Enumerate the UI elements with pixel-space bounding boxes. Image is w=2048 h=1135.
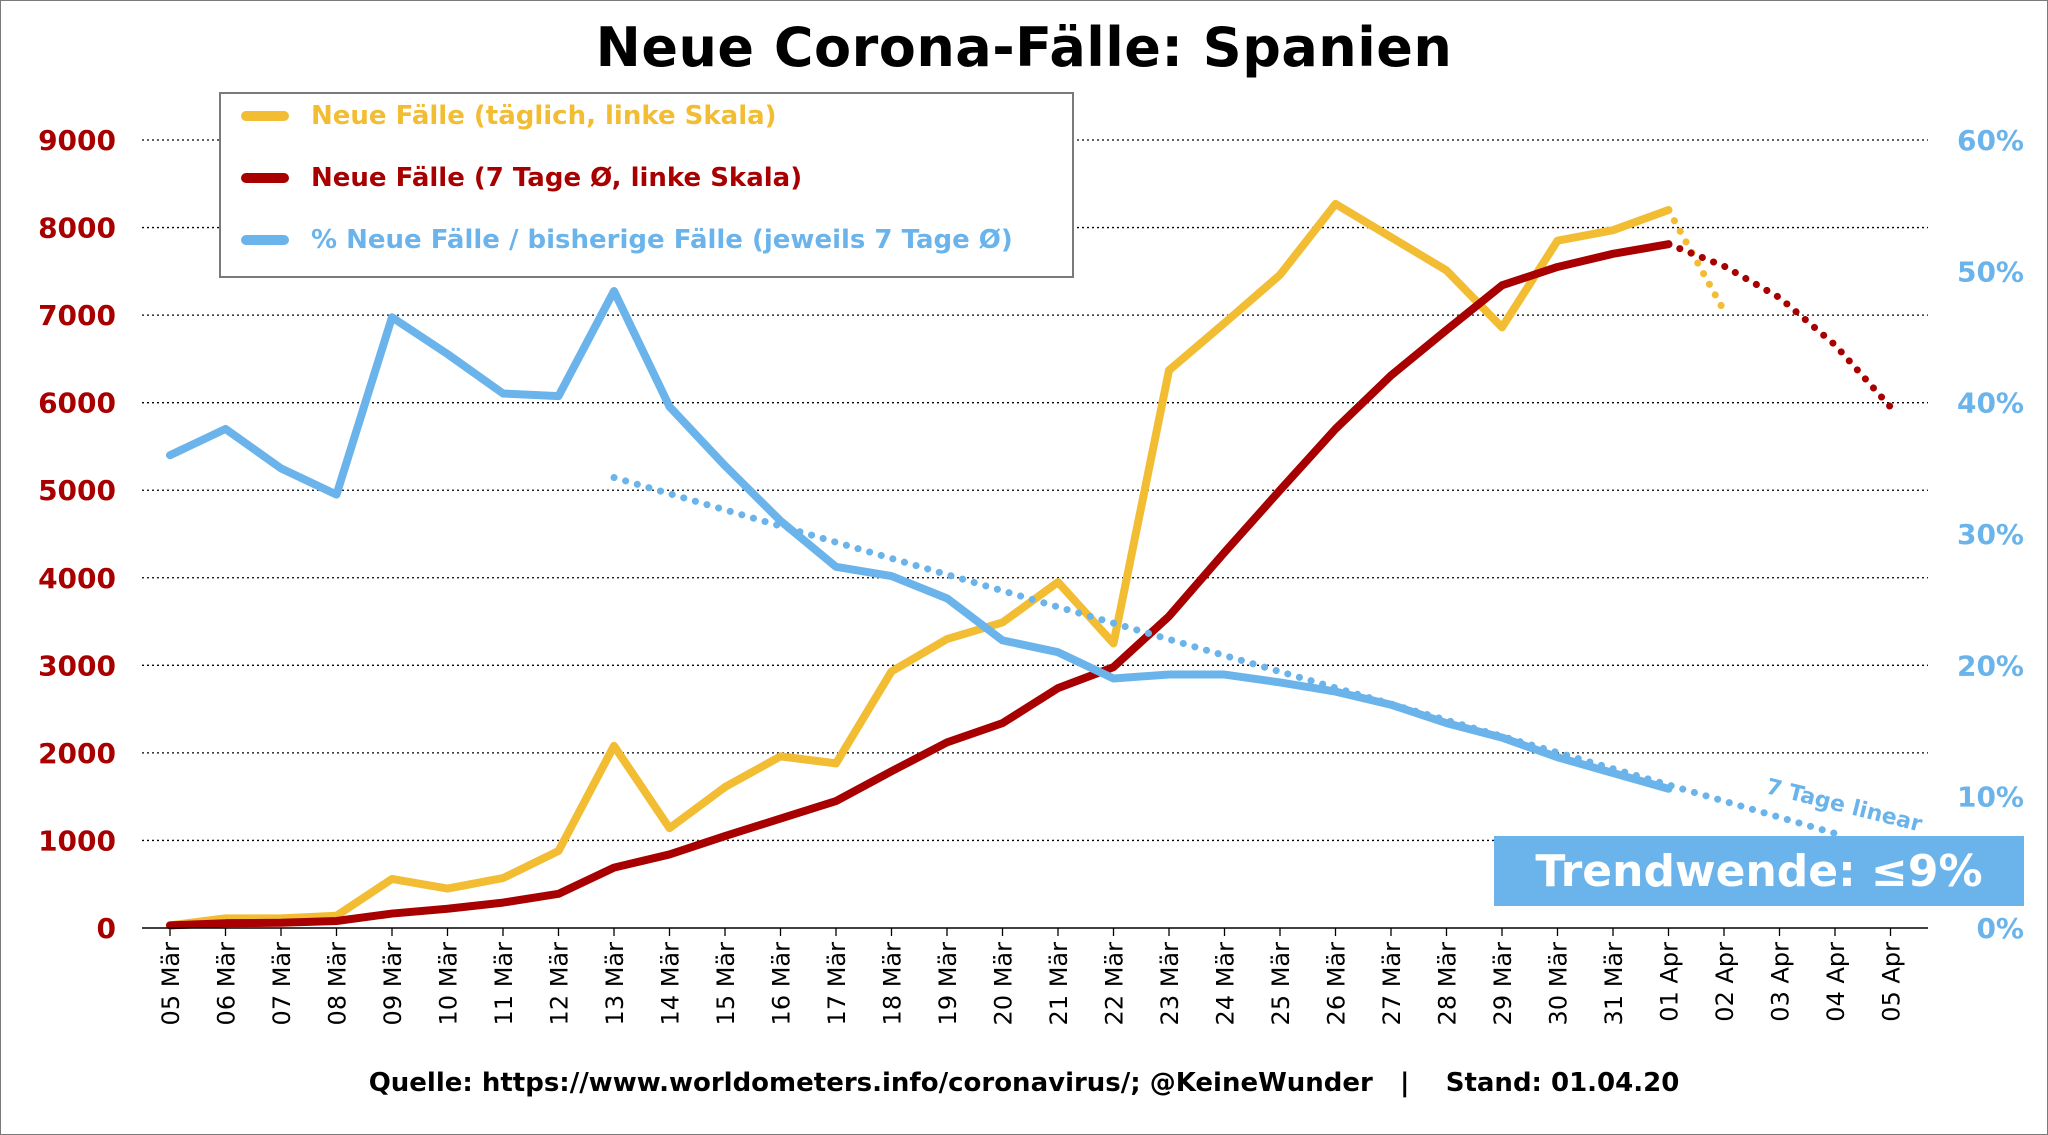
series-line-0 (166, 199, 1673, 930)
left-tick-label: 6000 (38, 387, 116, 420)
series-line-2 (166, 240, 1673, 930)
x-tick-label: 22 Mär (1101, 942, 1129, 1026)
trend-line-label: 7 Tage linear (1764, 775, 1925, 838)
x-tick-label: 11 Mär (490, 942, 518, 1026)
x-tick-label: 16 Mär (768, 942, 796, 1026)
legend-swatch-avg (241, 173, 289, 183)
right-tick-label: 50% (1957, 255, 2024, 288)
left-tick-label: 5000 (38, 474, 116, 507)
left-tick-label: 4000 (38, 562, 116, 595)
x-tick-label: 20 Mär (990, 942, 1018, 1026)
right-tick-label: 0% (1976, 912, 2024, 945)
series-line-4 (166, 287, 1673, 793)
right-axis-ticks: 0% 10% 20% 30% 40% 50% 60% (1957, 124, 2024, 945)
series-line-3 (1665, 240, 1894, 411)
legend-item-2: % Neue Fälle / bisherige Fälle (jeweils … (241, 220, 1013, 260)
x-tick-label: 10 Mär (435, 942, 463, 1026)
x-tick-label: 31 Mär (1600, 942, 1628, 1026)
x-tick-label: 18 Mär (879, 942, 907, 1026)
left-tick-label: 1000 (38, 824, 116, 857)
x-tick-label: 15 Mär (712, 942, 740, 1026)
left-tick-label: 9000 (38, 124, 116, 157)
x-tick-label: 29 Mär (1489, 942, 1517, 1026)
series-lines (166, 199, 1894, 930)
legend-item-1: Neue Fälle (7 Tage Ø, linke Skala) (241, 158, 802, 198)
source-footer: Quelle: https://www.worldometers.info/co… (368, 1068, 1680, 1098)
chart-title: Neue Corona-Fälle: Spanien (595, 16, 1453, 79)
x-tick-label: 21 Mär (1045, 942, 1073, 1026)
x-tick-label: 19 Mär (934, 942, 962, 1026)
legend: Neue Fälle (täglich, linke Skala) Neue F… (219, 92, 1074, 278)
x-tick-label: 07 Mär (268, 942, 296, 1026)
right-tick-label: 20% (1957, 649, 2024, 682)
x-tick-label: 02 Apr (1711, 942, 1739, 1022)
x-tick-label: 28 Mär (1434, 942, 1462, 1026)
left-axis-ticks: 0 1000 2000 3000 4000 5000 6000 7000 8000 9000 (38, 124, 116, 945)
right-tick-label: 60% (1957, 124, 2024, 157)
legend-swatch-pct (241, 235, 289, 245)
left-tick-label: 8000 (38, 212, 116, 245)
right-tick-label: 10% (1957, 781, 2024, 814)
legend-label-daily: Neue Fälle (täglich, linke Skala) (311, 101, 777, 131)
x-tick-label: 25 Mär (1267, 942, 1295, 1026)
left-tick-label: 3000 (38, 649, 116, 682)
x-tick-label: 06 Mär (213, 942, 241, 1026)
x-tick-label: 08 Mär (324, 942, 352, 1026)
legend-item-0: Neue Fälle (täglich, linke Skala) (241, 96, 777, 136)
x-tick-label: 23 Mär (1156, 942, 1184, 1026)
left-tick-label: 2000 (38, 737, 116, 770)
x-tick-label: 14 Mär (657, 942, 685, 1026)
x-tick-label: 09 Mär (379, 942, 407, 1026)
x-tick-label: 03 Apr (1767, 942, 1795, 1022)
legend-swatch-daily (241, 111, 289, 121)
left-tick-label: 7000 (38, 299, 116, 332)
x-tick-label: 13 Mär (601, 942, 629, 1026)
right-tick-label: 30% (1957, 518, 2024, 551)
x-tick-label: 27 Mär (1378, 942, 1406, 1026)
left-tick-label: 0 (97, 912, 116, 945)
x-tick-label: 12 Mär (546, 942, 574, 1026)
x-tick-label: 01 Apr (1656, 942, 1684, 1022)
x-tick-label: 30 Mär (1545, 942, 1573, 1026)
x-tick-label: 17 Mär (823, 942, 851, 1026)
legend-label-pct: % Neue Fälle / bisherige Fälle (jeweils … (311, 225, 1013, 255)
x-tick-label: 24 Mär (1212, 942, 1240, 1026)
x-tick-label: 04 Apr (1822, 942, 1850, 1022)
x-tick-label: 26 Mär (1323, 942, 1351, 1026)
x-tick-label: 05 Mär (157, 942, 185, 1026)
x-tick-label: 05 Apr (1878, 942, 1906, 1022)
trend-badge: Trendwende: ≤9% (1494, 836, 2024, 906)
legend-label-avg: Neue Fälle (7 Tage Ø, linke Skala) (311, 163, 803, 193)
x-axis-ticks: 05 Mär 06 Mär 07 Mär 08 Mär 09 Mär 10 Mär 11 M… (157, 928, 1906, 1025)
series-line-1 (1665, 206, 1728, 315)
right-tick-label: 40% (1957, 387, 2024, 420)
